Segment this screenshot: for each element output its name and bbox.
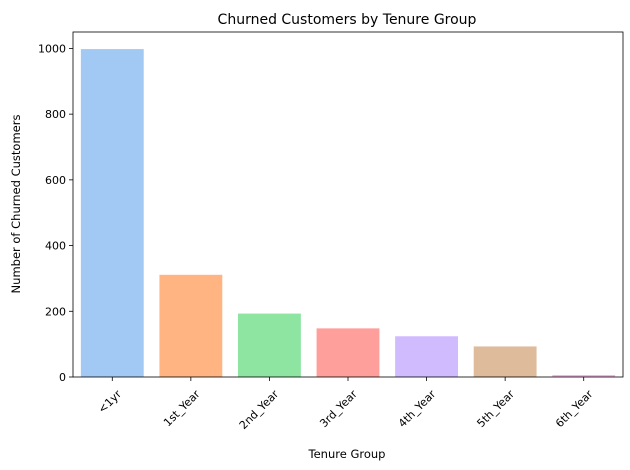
x-tick-label-4: 4th_Year bbox=[396, 387, 439, 430]
x-axis-ticks: <1yr 1st_Year 2nd_Year 3rd_Year 4th_Year 5th_… bbox=[96, 377, 596, 432]
axes-group bbox=[72, 31, 624, 378]
x-axis-label: Tenure Group bbox=[308, 447, 386, 461]
x-tick-label-6: 6th_Year bbox=[553, 387, 596, 430]
x-tick-label-5: 5th_Year bbox=[474, 387, 517, 430]
x-tick-label-2: 2nd_Year bbox=[237, 387, 282, 432]
x-tick-label-1: 1st_Year bbox=[161, 387, 203, 429]
chart-title: Churned Customers by Tenure Group bbox=[218, 12, 477, 28]
x-tick-label-3: 3rd_Year bbox=[317, 387, 360, 430]
bar-5 bbox=[473, 346, 537, 377]
y-tick-label-0: 0 bbox=[59, 371, 66, 384]
bar-1 bbox=[159, 274, 223, 377]
bar-3 bbox=[316, 328, 380, 377]
bar-4 bbox=[395, 336, 458, 377]
y-tick-label-3: 600 bbox=[45, 174, 66, 187]
y-axis-ticks: 0 200 400 600 800 1000 bbox=[38, 42, 73, 384]
y-tick-label-2: 400 bbox=[45, 240, 66, 253]
bar-6 bbox=[552, 375, 616, 377]
x-tick-label-0: <1yr bbox=[96, 387, 125, 416]
y-tick-label-4: 800 bbox=[45, 108, 66, 121]
y-tick-label-5: 1000 bbox=[38, 42, 66, 55]
bar-0 bbox=[80, 49, 144, 378]
bars-group bbox=[80, 49, 616, 378]
y-tick-label-1: 200 bbox=[45, 305, 66, 318]
y-axis-label: Number of Churned Customers bbox=[9, 115, 23, 294]
bar-2 bbox=[238, 313, 301, 377]
plot-frame bbox=[72, 31, 624, 378]
